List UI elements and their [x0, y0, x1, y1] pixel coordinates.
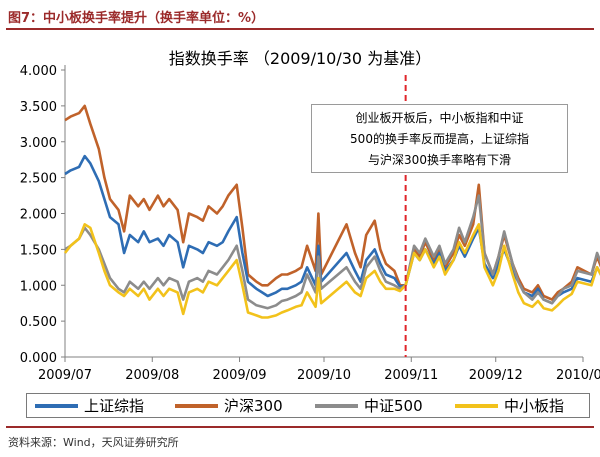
legend-item-zxb: 中小板指: [455, 394, 564, 417]
legend-label-zz500: 中证500: [364, 397, 423, 415]
y-tick-label: 1.500: [20, 243, 57, 258]
annotation-box: 创业板开板后，中小板指和中证 500的换手率反而提高，上证综指 与沪深300换手…: [311, 104, 568, 173]
figure-header: 图7：中小板换手率提升（换手率单位：%）: [6, 2, 594, 30]
x-tick-label: 2009/07: [38, 368, 92, 383]
y-tick-label: 2.500: [20, 172, 57, 187]
series-line-zxb: [63, 223, 600, 319]
turnover-line-chart: 指数换手率 （2009/10/30 为基准） 0.000 0.500 1.000 1.…: [20, 49, 600, 383]
chart-legend: 上证综指 沪深300 中证500 中小板指: [26, 393, 590, 418]
axes: 0.000 0.500 1.000 1.500 2.000 2.500 3.000 3.500…: [20, 64, 600, 383]
series-line-zz500: [64, 194, 600, 310]
series-line-sz: [64, 154, 600, 305]
legend-item-hs300: 沪深300: [175, 394, 283, 417]
legend-swatch-zxb: [455, 403, 498, 408]
series-line-hs300: [64, 104, 600, 301]
x-tick-label: 2009/12: [469, 368, 523, 383]
chart-area: 指数换手率 （2009/10/30 为基准） 0.000 0.500 1.000 1.…: [0, 30, 600, 420]
figure-caption: 图7：中小板换手率提升（换手率单位：%）: [8, 11, 265, 26]
y-tick-label: 3.500: [20, 100, 57, 115]
y-tick-label: 0.000: [20, 351, 57, 366]
legend-swatch-hs300: [175, 403, 218, 408]
y-tick-label: 0.500: [20, 315, 57, 330]
legend-label-zxb: 中小板指: [504, 397, 565, 415]
annotation-line-2: 500的换手率反而提高，上证综指: [350, 132, 529, 146]
x-tick-label: 2009/08: [125, 368, 179, 383]
x-tick-label: 2009/11: [384, 368, 438, 383]
x-tick-label: 2009/10: [297, 368, 351, 383]
y-tick-label: 1.000: [20, 279, 57, 294]
annotation-line-1: 创业板开板后，中小板指和中证: [355, 111, 524, 125]
chart-title: 指数换手率 （2009/10/30 为基准）: [169, 49, 431, 68]
legend-item-zz500: 中证500: [315, 394, 423, 417]
y-tick-label: 2.000: [20, 208, 57, 223]
legend-label-sz: 上证综指: [84, 397, 145, 415]
legend-swatch-zz500: [315, 403, 358, 408]
y-tick-label: 4.000: [20, 64, 57, 79]
figure-footer: 资料来源：Wind，天风证券研究所: [6, 426, 594, 456]
y-tick-label: 3.000: [20, 136, 57, 151]
series-lines: [63, 104, 600, 319]
legend-label-hs300: 沪深300: [224, 397, 283, 415]
legend-swatch-sz: [35, 403, 78, 408]
x-tick-label: 2009/09: [213, 368, 267, 383]
annotation-line-3: 与沪深300换手率略有下滑: [368, 153, 511, 167]
x-tick-label: 2010/01: [556, 368, 600, 383]
source-note: 资料来源：Wind，天风证券研究所: [8, 436, 179, 449]
legend-item-sz: 上证综指: [35, 394, 144, 417]
